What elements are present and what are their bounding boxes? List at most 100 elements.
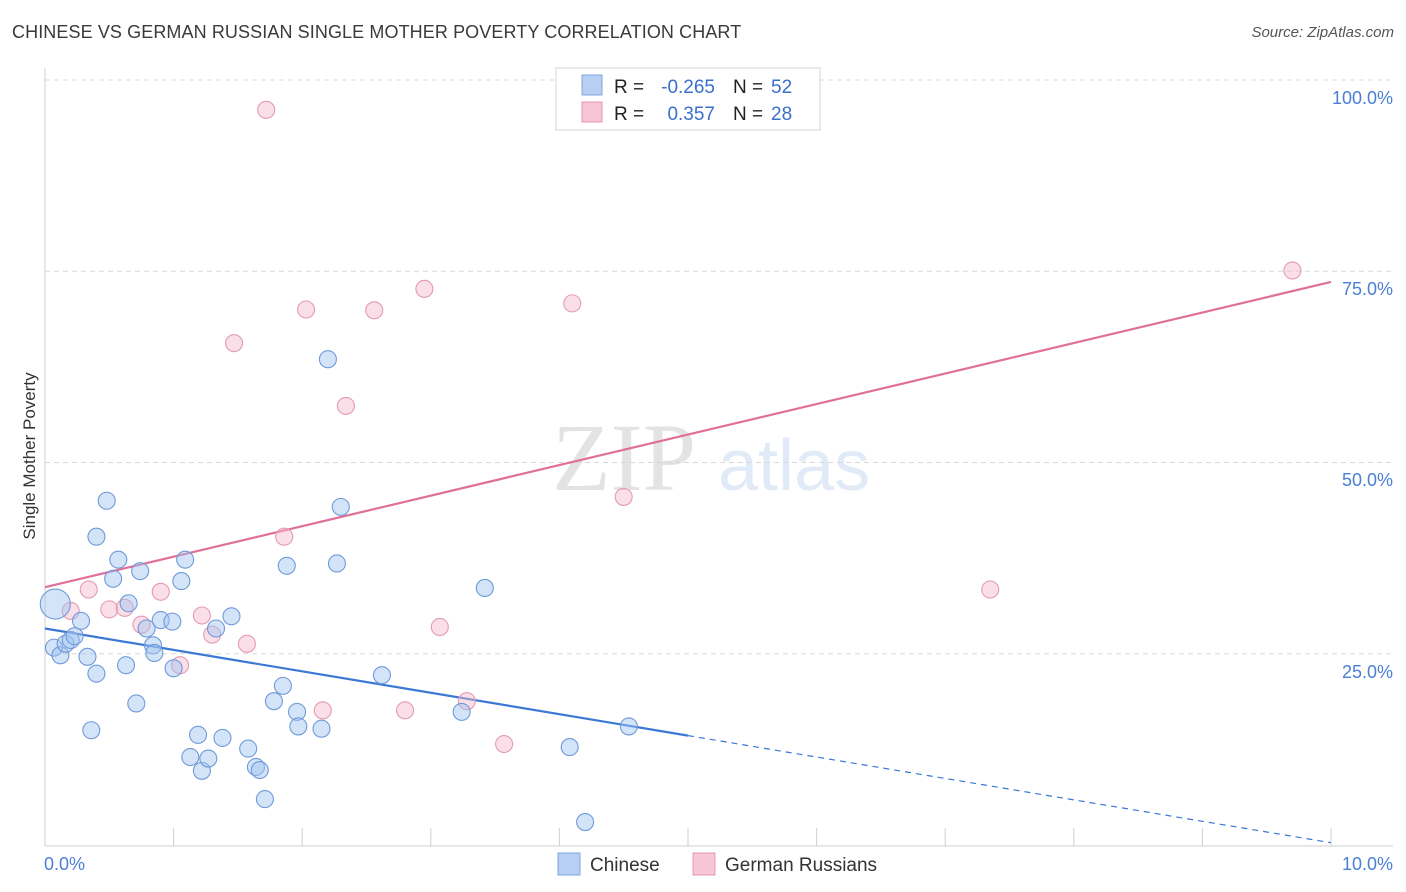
point-german-russians-5 [151,582,170,601]
legend-r-label-german-russians: R = [614,104,644,125]
point-chinese-29 [199,749,218,768]
bottom-legend-label-german-russians: German Russians [725,855,877,876]
point-german-russians-11 [257,100,276,119]
point-chinese-37 [264,692,283,711]
legend-n-label-chinese: N = [733,77,763,98]
bottom-legend: Chinese German Russians [557,852,877,876]
point-chinese-24 [172,572,191,591]
bottom-legend-label-chinese: Chinese [590,855,660,876]
point-chinese-18 [137,619,156,638]
point-chinese-46 [372,666,391,685]
y-tick-label-75: 75.0% [1342,279,1393,299]
point-german-russians-14 [313,701,332,720]
point-chinese-22 [163,612,182,631]
legend-r-label-chinese: R = [614,77,644,98]
watermark-atlas: atlas [718,426,870,506]
point-chinese-12 [104,569,123,588]
legend-n-value-german-russians: 28 [771,104,792,125]
point-chinese-26 [181,747,200,767]
axes [44,68,1393,847]
point-chinese-47 [452,702,471,721]
point-chinese-41 [289,717,308,736]
point-chinese-5 [65,627,84,646]
point-german-russians-21 [495,734,514,754]
y-tick-label-25: 25.0% [1342,662,1393,682]
point-chinese-10 [87,527,106,546]
point-chinese-32 [222,607,241,626]
point-german-russians-1 [79,580,98,599]
point-german-russians-18 [415,279,434,298]
trend-line-chinese [44,627,689,737]
x-tick-label-0: 0.0% [44,854,85,874]
point-german-russians-23 [614,487,633,506]
point-chinese-43 [318,350,337,369]
watermark: ZIP atlas [552,404,870,511]
point-chinese-44 [327,554,346,573]
point-chinese-8 [82,721,101,740]
point-chinese-9 [87,664,106,683]
point-german-russians-2 [100,600,119,619]
point-chinese-39 [277,556,296,575]
bottom-legend-swatch-chinese [557,852,581,876]
point-chinese-16 [127,694,146,713]
legend-r-value-chinese: -0.265 [661,77,715,98]
point-chinese-11 [97,491,116,510]
point-chinese-42 [312,719,331,738]
legend-n-value-chinese: 52 [771,77,792,98]
point-german-russians-22 [563,294,582,313]
y-axis-label: Single Mother Poverty [20,372,39,540]
point-chinese-51 [619,717,638,736]
point-german-russians-13 [297,300,316,319]
trend-line-chinese-extrapolated [687,735,1332,844]
point-chinese-0 [39,588,71,620]
trend-line-german-russians [44,280,1332,589]
point-chinese-45 [331,497,350,516]
legend-box: R = -0.265 N = 52 R = 0.357 N = 28 [555,67,821,131]
point-chinese-6 [71,611,91,630]
point-chinese-23 [164,659,183,678]
legend-swatch-german-russians [581,101,603,123]
point-chinese-49 [560,738,579,757]
grid-lines [45,79,1393,655]
point-chinese-27 [188,725,208,744]
point-chinese-31 [213,728,232,747]
point-chinese-7 [78,647,97,666]
legend-r-value-german-russians: 0.357 [667,104,715,125]
point-german-russians-15 [336,396,355,415]
point-chinese-36 [255,790,274,809]
trend-lines [44,280,1332,844]
point-chinese-1 [44,638,64,657]
point-chinese-35 [250,760,269,780]
point-german-russians-17 [396,701,415,720]
point-german-russians-25 [981,580,1000,599]
point-chinese-48 [475,578,494,598]
point-chinese-13 [109,550,128,569]
point-german-russians-7 [192,606,211,625]
point-chinese-14 [116,656,136,675]
watermark-zip: ZIP [552,404,696,511]
point-chinese-38 [273,676,292,695]
chart-title: CHINESE VS GERMAN RUSSIAN SINGLE MOTHER … [12,22,742,42]
point-german-russians-19 [430,617,449,637]
x-tick-label-10: 10.0% [1342,854,1393,874]
point-german-russians-20 [457,692,476,711]
bottom-legend-swatch-german-russians [692,852,716,876]
point-chinese-15 [119,594,138,613]
y-tick-label-100: 100.0% [1332,88,1393,108]
legend-n-label-german-russians: N = [733,104,763,125]
point-chinese-33 [239,739,258,758]
legend-swatch-chinese [581,74,603,96]
point-chinese-20 [145,643,164,663]
point-chinese-50 [576,812,595,832]
point-chinese-30 [206,619,226,638]
point-chinese-25 [176,550,195,569]
point-german-russians-10 [237,634,256,653]
point-chinese-2 [51,646,70,665]
y-tick-label-50: 50.0% [1342,470,1393,490]
point-german-russians-9 [224,334,244,353]
point-chinese-40 [288,702,307,721]
data-points [39,70,1302,832]
point-german-russians-26 [1283,261,1302,280]
point-chinese-21 [151,611,170,630]
